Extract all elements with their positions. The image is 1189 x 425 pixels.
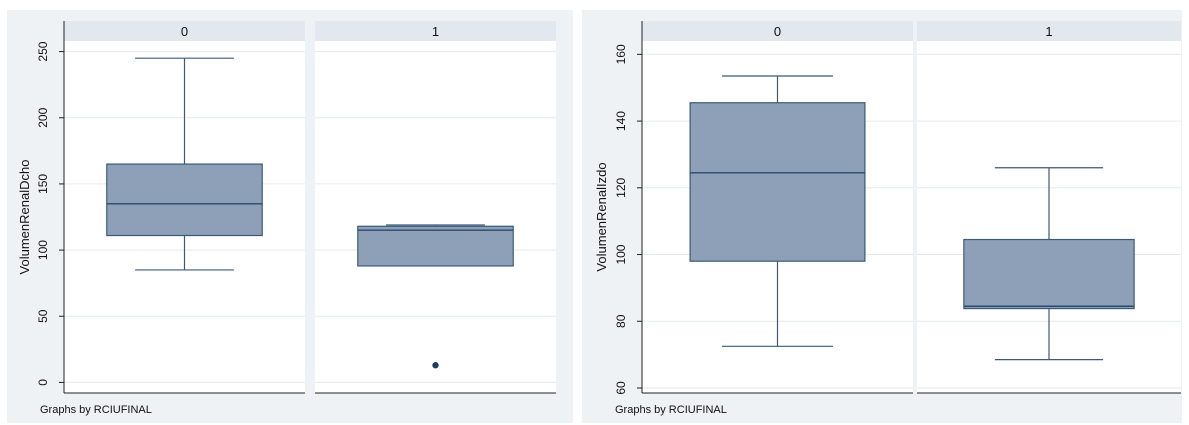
y-tick-label: 0 [36, 379, 50, 386]
panel-label: 1 [432, 24, 439, 39]
y-tick-label: 120 [614, 177, 628, 197]
panel-label: 0 [181, 24, 188, 39]
y-tick-label: 250 [36, 41, 50, 61]
y-tick-label: 80 [614, 314, 628, 328]
y-tick-label: 160 [614, 44, 628, 64]
y-axis-title: VolumenRenalIzdo [594, 162, 609, 271]
y-tick-label: 60 [614, 381, 628, 395]
iqr-box [106, 163, 263, 237]
graphs-by-note: Graphs by RCIUFINAL [615, 404, 727, 416]
box-plot-chart-right: 0 16080100120140160VolumenRenalIzdoGraphs… [582, 10, 1182, 423]
panel-strip [917, 21, 1181, 41]
outlier-point [432, 362, 439, 369]
y-tick-label: 200 [36, 107, 50, 127]
panel-label: 0 [774, 24, 781, 39]
y-tick-label: 100 [614, 244, 628, 264]
panel-plot-area [315, 41, 556, 393]
iqr-box [963, 238, 1135, 310]
panel-strip [642, 21, 913, 41]
panel-label: 1 [1045, 24, 1052, 39]
box-plot-chart-left: 0 1 0 50 100 150 200 250 VolumenRenalDcho Graphs … [7, 10, 573, 423]
iqr-box [357, 225, 514, 267]
y-tick-label: 150 [36, 174, 50, 194]
panel-strip [315, 21, 556, 41]
y-tick-label: 100 [36, 240, 50, 260]
y-tick-label: 140 [614, 111, 628, 131]
y-tick-label: 50 [36, 309, 50, 323]
panel-strip [64, 21, 305, 41]
y-axis-title: VolumenRenalDcho [17, 160, 32, 275]
graphs-by-note: Graphs by RCIUFINAL [40, 404, 152, 416]
iqr-box [689, 102, 866, 262]
